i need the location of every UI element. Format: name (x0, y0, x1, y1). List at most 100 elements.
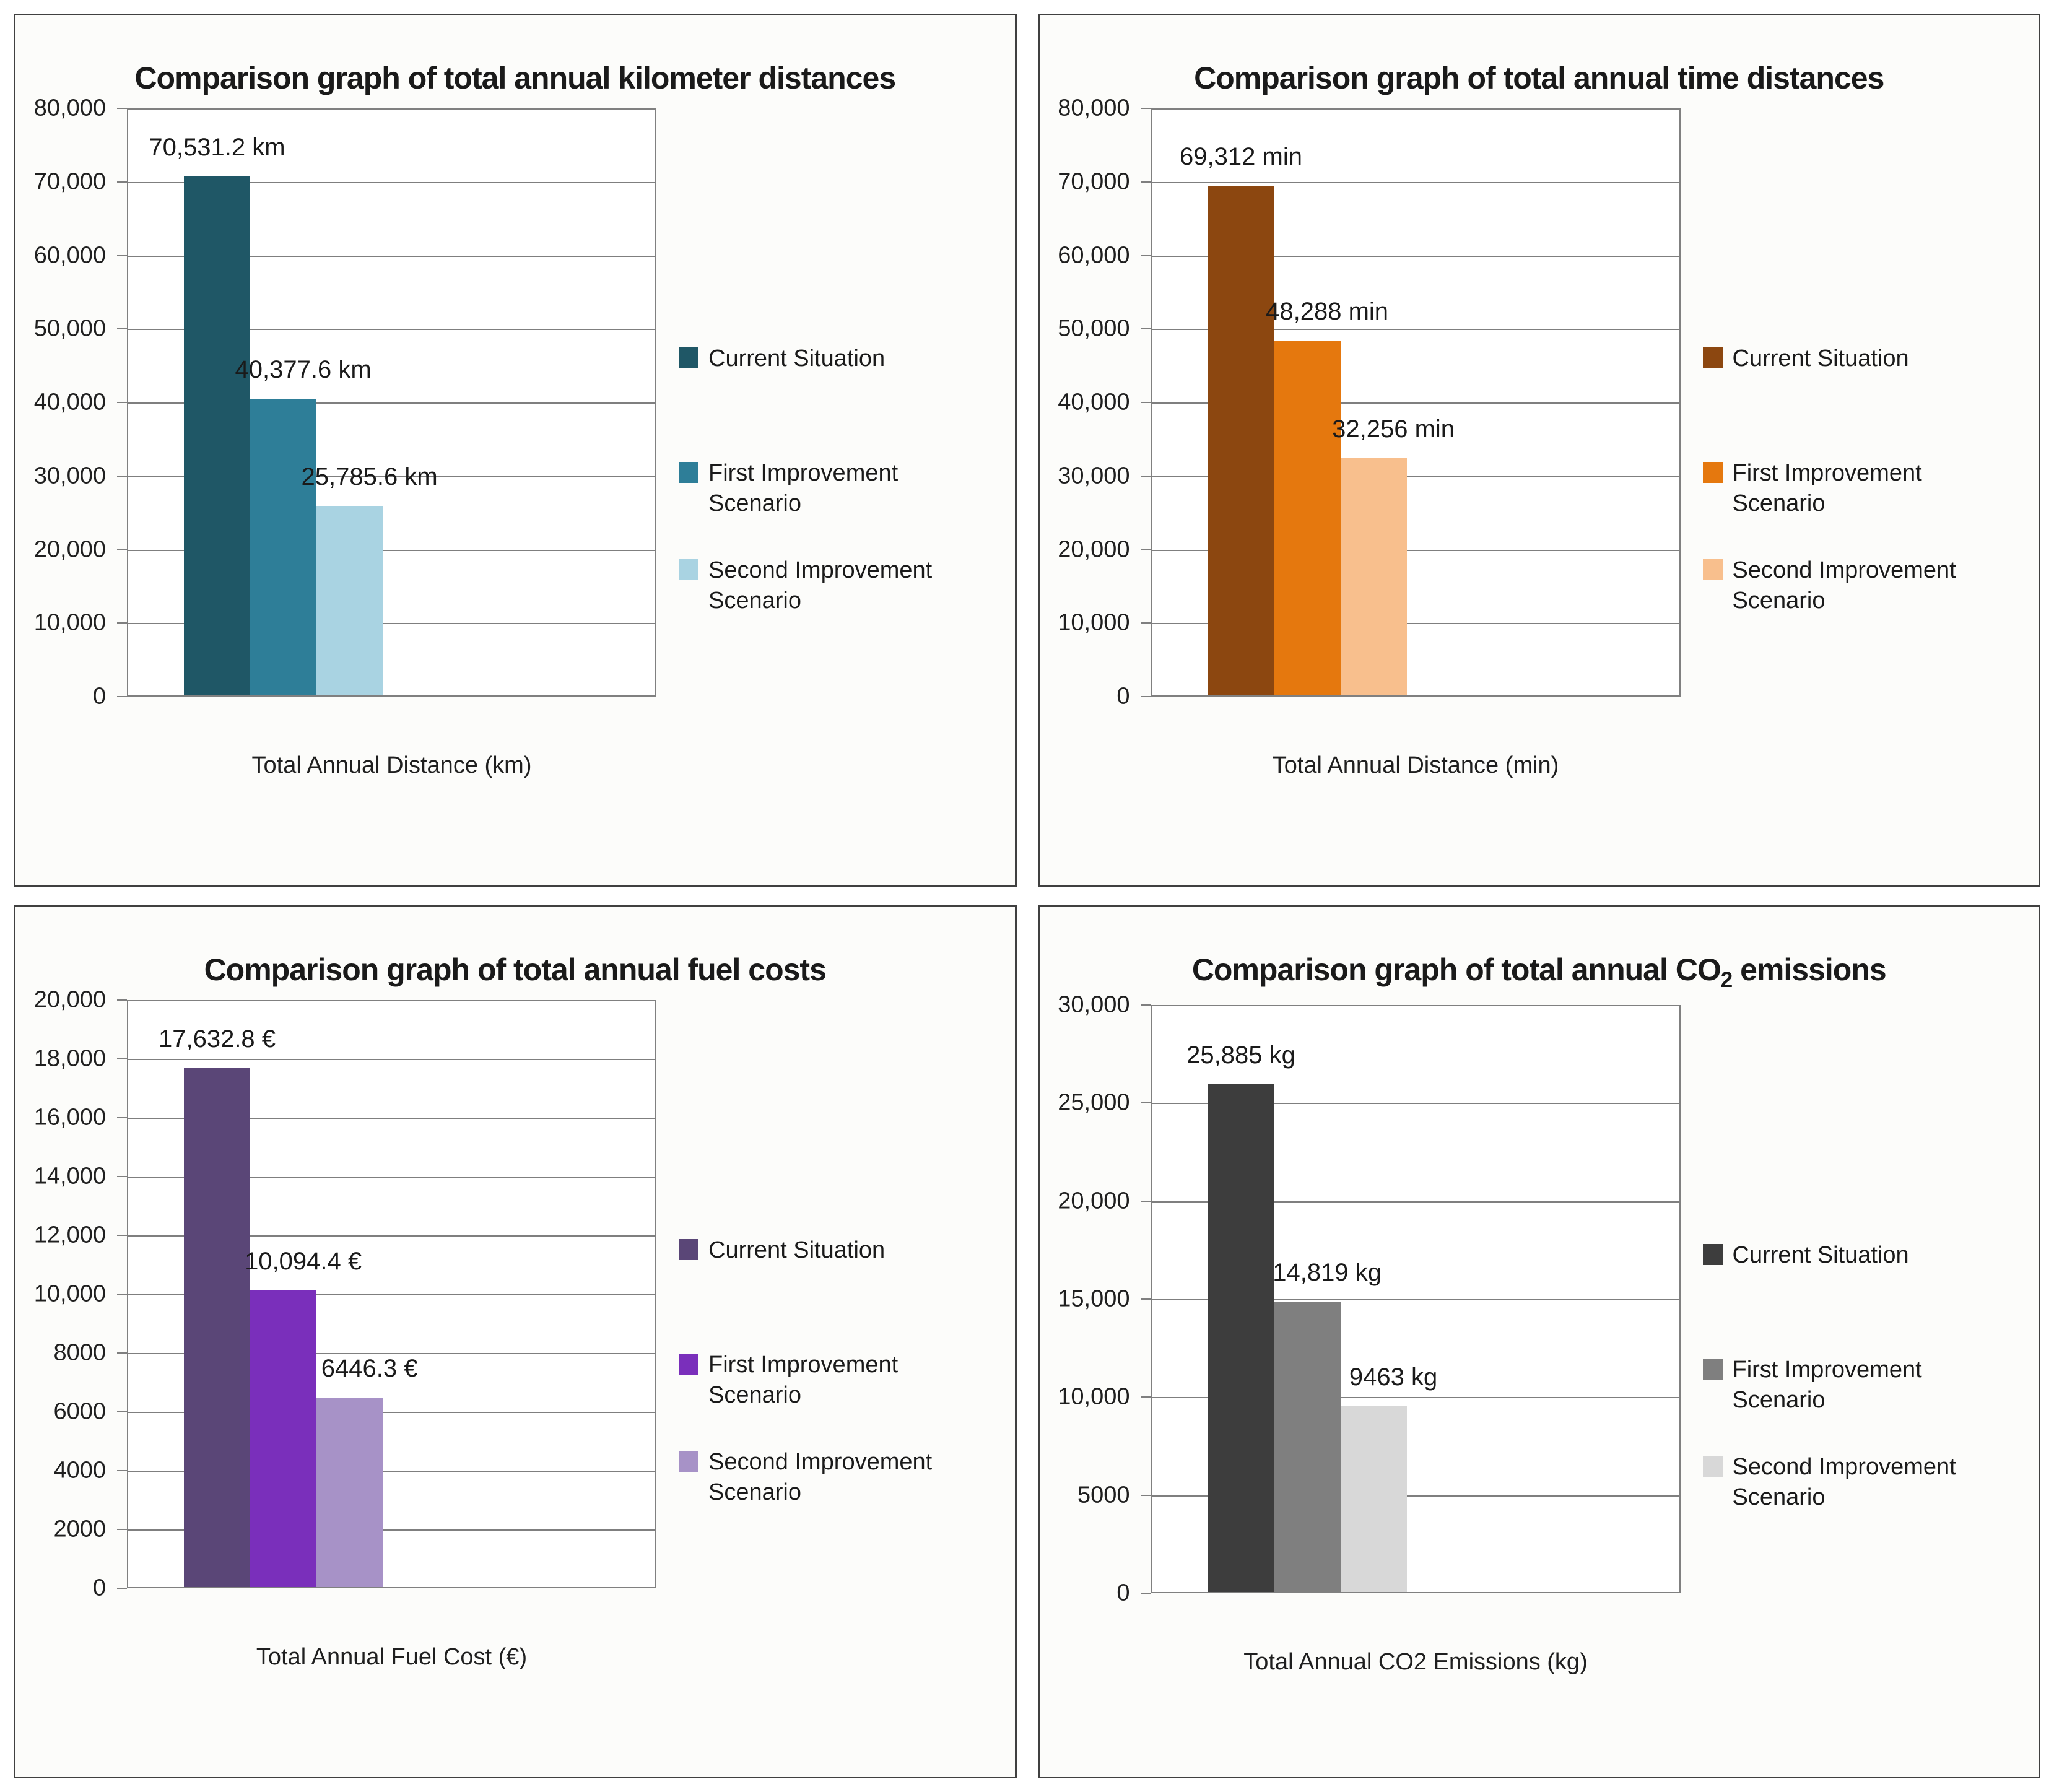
bar-value-label: 32,256 min (1332, 415, 1455, 443)
x-axis-title: Total Annual Distance (min) (1272, 752, 1559, 778)
legend-entry: Second Improvement Scenario (679, 1447, 956, 1508)
y-tick-label: 40,000 (33, 389, 106, 415)
chart-area: 80,000 70,000 60,000 50,000 40,000 30,000 20,0… (1040, 95, 2039, 710)
y-tick-label: 50,000 (1058, 315, 1130, 342)
y-tick-label: 80,000 (33, 95, 106, 121)
legend-label: Current Situation (1732, 1242, 1909, 1268)
gridline (1152, 402, 1679, 404)
y-tick-mark (1141, 1495, 1151, 1496)
legend-swatch (1702, 1244, 1723, 1265)
legend-entry: First Improvement Scenario (679, 1350, 956, 1411)
legend-swatch (679, 1354, 698, 1375)
y-tick-mark (117, 549, 127, 550)
y-tick-mark (117, 255, 127, 256)
y-tick-mark (117, 108, 127, 109)
gridline (128, 1412, 655, 1413)
y-axis: 80,000 70,000 60,000 50,000 40,000 30,000 20,0… (1040, 95, 1151, 710)
y-tick-label: 2000 (53, 1516, 106, 1542)
chart-area: 30,000 25,000 20,000 15,000 10,000 5000 0 25,8… (1040, 992, 2039, 1606)
y-tick-mark (117, 1117, 127, 1118)
y-tick-mark (117, 402, 127, 403)
y-tick-mark (117, 999, 127, 1001)
y-tick-label: 0 (92, 1575, 106, 1601)
bar-value-label: 25,785.6 km (301, 463, 438, 490)
legend-swatch (679, 347, 698, 368)
y-axis: 30,000 25,000 20,000 15,000 10,000 5000 0 (1040, 992, 1151, 1606)
legend-entry: Current Situation (1702, 344, 1909, 374)
y-tick-label: 20,000 (1058, 536, 1130, 563)
legend-entry: First Improvement Scenario (679, 458, 956, 520)
y-tick-mark (1141, 1004, 1151, 1006)
legend-swatch (1702, 1456, 1723, 1477)
bar-value-label: 40,377.6 km (235, 356, 372, 383)
y-tick-mark (117, 1176, 127, 1177)
plot-area: 25,885 kg 14,819 kg 9463 kg (1151, 1005, 1681, 1593)
y-tick-label: 70,000 (33, 168, 106, 195)
legend: Current Situation First Improvement Scena… (679, 1000, 988, 1588)
y-tick-label: 60,000 (33, 242, 106, 269)
y-tick-mark (1141, 402, 1151, 403)
y-tick-label: 16,000 (33, 1104, 106, 1131)
y-tick-mark (1141, 1102, 1151, 1103)
y-tick-label: 14,000 (33, 1163, 106, 1190)
legend-swatch (679, 1239, 698, 1260)
y-tick-label: 0 (92, 683, 106, 710)
gridline (128, 1235, 655, 1237)
y-tick-label: 20,000 (33, 986, 106, 1013)
bar-3 (1340, 1406, 1407, 1592)
gridline (1152, 182, 1679, 183)
x-axis-title: Total Annual Distance (km) (251, 752, 532, 778)
y-tick-label: 15,000 (1058, 1285, 1130, 1312)
gridline (128, 329, 655, 330)
chart-title: Comparison graph of total annual kilomet… (134, 61, 896, 95)
legend: Current Situation First Improvement Scena… (1702, 108, 2013, 697)
gridline (1152, 623, 1679, 624)
gridline (128, 1529, 655, 1531)
plot-area: 17,632.8 € 10,094.4 € 6446.3 € (127, 1000, 656, 1588)
bar-value-label: 25,885 kg (1186, 1042, 1295, 1069)
legend-label: Second Improvement Scenario (1732, 1454, 1956, 1511)
gridline (1152, 1299, 1679, 1300)
y-tick-label: 70,000 (1058, 168, 1130, 195)
legend-entry: First Improvement Scenario (1702, 1355, 1980, 1416)
y-tick-label: 10,000 (33, 609, 106, 636)
gridline (1152, 550, 1679, 551)
gridline (1152, 329, 1679, 330)
legend-entry: Current Situation (679, 344, 885, 374)
bar-1 (1208, 186, 1274, 695)
bar-value-label: 70,531.2 km (149, 134, 285, 161)
gridline (1152, 1495, 1679, 1497)
y-tick-label: 80,000 (1058, 95, 1130, 121)
bar-value-label: 9463 kg (1349, 1364, 1438, 1391)
legend-label: First Improvement Scenario (1732, 1357, 1922, 1414)
y-tick-label: 10,000 (1058, 1383, 1130, 1410)
y-tick-label: 30,000 (33, 463, 106, 489)
y-tick-mark (1141, 696, 1151, 697)
y-tick-label: 18,000 (33, 1045, 106, 1072)
chart-title: Comparison graph of total annual fuel co… (204, 952, 827, 987)
legend-label: First Improvement Scenario (1732, 460, 1922, 517)
legend-label: Second Improvement Scenario (708, 557, 933, 614)
y-tick-mark (1141, 108, 1151, 109)
y-tick-mark (1141, 181, 1151, 183)
y-tick-mark (117, 696, 127, 697)
bar-value-label: 14,819 kg (1273, 1259, 1382, 1286)
legend-swatch (1702, 462, 1723, 483)
y-tick-mark (117, 1294, 127, 1295)
bar-2 (250, 1290, 316, 1587)
y-tick-mark (1141, 622, 1151, 624)
y-tick-mark (117, 476, 127, 477)
bar-1 (184, 176, 250, 695)
y-tick-mark (117, 1058, 127, 1059)
y-tick-label: 40,000 (1058, 389, 1130, 415)
y-axis: 20,000 18,000 16,000 14,000 12,000 10,000 8000… (15, 987, 127, 1601)
x-axis-title: Total Annual CO2 Emissions (kg) (1243, 1649, 1588, 1675)
bar-value-label: 69,312 min (1180, 143, 1302, 170)
gridline (1152, 476, 1679, 477)
y-tick-label: 8000 (53, 1339, 106, 1366)
y-tick-label: 0 (1116, 683, 1130, 710)
y-tick-label: 50,000 (33, 315, 106, 342)
gridline (128, 1177, 655, 1178)
gridline (128, 550, 655, 551)
